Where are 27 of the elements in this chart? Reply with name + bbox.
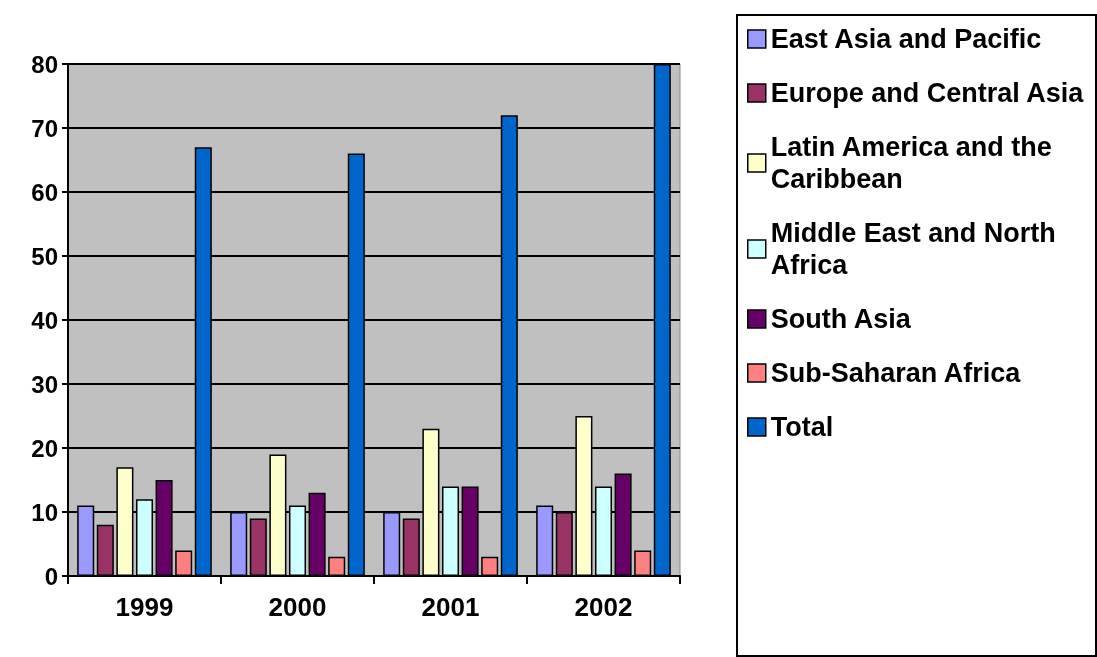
legend-label: Sub-Saharan Africa	[770, 358, 1022, 388]
y-tick-label: 60	[31, 178, 58, 206]
y-tick-label: 40	[31, 306, 58, 334]
legend-label: Latin America and the Caribbean	[770, 132, 1060, 194]
legend-label: Europe and Central Asia	[770, 78, 1085, 108]
x-tick-label: 1999	[115, 592, 174, 622]
legend-label: Middle East and North Africa	[770, 218, 1064, 280]
x-tick-label: 2002	[574, 592, 633, 622]
y-tick-label: 30	[31, 370, 58, 398]
legend-label: South Asia	[770, 304, 912, 334]
y-tick-label: 50	[31, 242, 58, 270]
bar	[249, 518, 267, 576]
legend-label: East Asia and Pacific	[770, 24, 1042, 54]
legend-label: Total	[770, 412, 834, 442]
y-tick-label: 80	[31, 50, 58, 78]
bar	[96, 524, 114, 576]
y-tick-label: 20	[31, 434, 58, 462]
y-tick-label: 70	[31, 114, 58, 142]
bar	[634, 550, 652, 576]
x-tick-label: 2001	[421, 592, 480, 622]
bar	[481, 556, 499, 576]
bar	[328, 556, 346, 576]
bar	[402, 518, 420, 576]
bar	[175, 550, 193, 576]
y-tick-label: 0	[44, 562, 58, 590]
x-tick-label: 2000	[268, 592, 327, 622]
y-tick-label: 10	[31, 498, 58, 526]
